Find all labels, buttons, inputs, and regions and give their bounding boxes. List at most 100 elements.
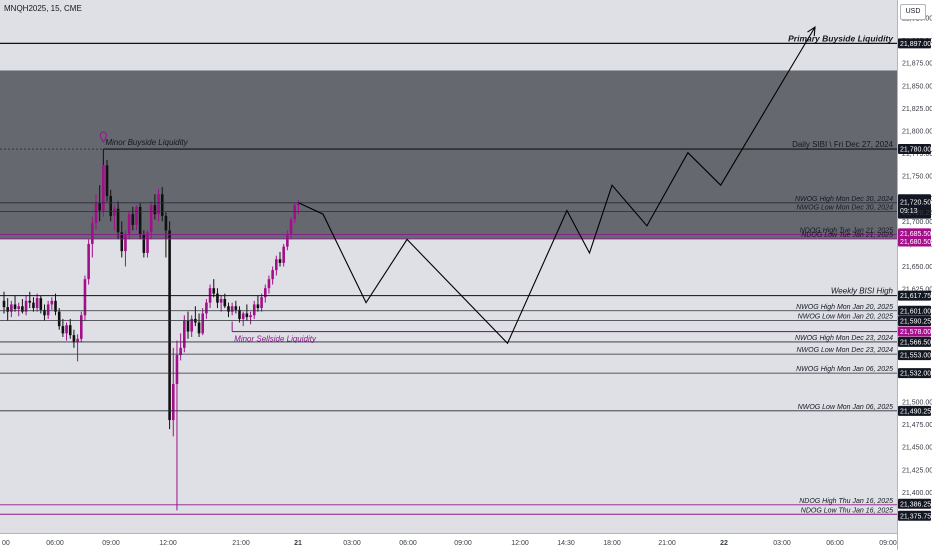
time-tick-label: 21: [294, 540, 302, 547]
price-tag-label: 21,553.00: [900, 353, 931, 360]
level-label: NWOG Low Mon Dec 30, 2024: [797, 205, 894, 212]
price-tag-label: 21,532.00: [900, 371, 931, 378]
candle-body: [267, 279, 271, 289]
time-tick-label: 09:00: [879, 540, 897, 547]
price-tick-label: 21,625.00: [902, 287, 932, 294]
candle-body: [135, 206, 138, 225]
candle-body: [57, 311, 61, 327]
candle-body: [13, 304, 17, 309]
price-tick-label: 21,700.00: [902, 219, 932, 226]
candle-body: [219, 299, 223, 303]
candle-body: [230, 306, 234, 312]
candle-body: [256, 304, 260, 309]
price-tag: [898, 498, 931, 509]
candle-body: [212, 288, 216, 294]
candle-body: [275, 259, 278, 271]
candle-body: [105, 165, 109, 197]
level-label: NWOG Low Mon Jan 06, 2025: [798, 404, 893, 411]
price-tag-label: 21,601.00: [900, 308, 931, 315]
candle-body: [28, 300, 32, 303]
candle-body: [24, 300, 28, 312]
candle-body: [249, 315, 252, 318]
time-tick-label: 00: [2, 540, 10, 547]
level-label: NWOG High Mon Dec 23, 2024: [795, 335, 893, 342]
candle-body: [32, 302, 35, 309]
candle-body: [286, 233, 289, 247]
price-tag: [898, 38, 931, 49]
candle-body: [205, 302, 208, 314]
candle-body: [102, 165, 105, 211]
candle-body: [17, 306, 21, 309]
candle-body: [293, 205, 297, 220]
candle-body: [43, 309, 46, 316]
candle-body: [79, 315, 83, 339]
candle-body: [109, 196, 113, 216]
candle-body: [87, 243, 90, 280]
candle-body: [153, 205, 157, 215]
time-tick-label: 06:00: [399, 540, 417, 547]
currency-button[interactable]: USD: [900, 4, 926, 20]
price-tag: [898, 290, 931, 301]
current-price-value: 21,720.50: [900, 199, 931, 206]
time-tick-label: 09:00: [102, 540, 120, 547]
price-tick-label: 21,775.00: [902, 151, 932, 158]
price-tag-label: 21,386.25: [900, 501, 931, 508]
time-tick-label: 14:30: [557, 540, 575, 547]
candle-body: [142, 234, 146, 253]
candle-body: [157, 194, 160, 215]
candle-body: [39, 298, 43, 310]
candle-body: [46, 304, 50, 316]
price-tag: [898, 510, 931, 521]
price-tag: [898, 305, 931, 316]
candle-body: [260, 297, 263, 309]
level-label: NDOG Low Tue Jan 21, 2025: [801, 232, 893, 239]
candle-body: [241, 313, 245, 319]
price-tag-label: 21,566.50: [900, 339, 931, 346]
candle-body: [72, 335, 76, 343]
level-label: NWOG Low Mon Dec 23, 2024: [797, 347, 894, 354]
price-tag: [898, 236, 931, 247]
candle-body: [149, 205, 153, 233]
price-tick-label: 21,875.00: [902, 61, 932, 68]
price-tick-label: 21,500.00: [902, 400, 932, 407]
price-tag-label: 21,685.50: [900, 231, 931, 238]
candle-body: [186, 320, 190, 332]
time-tick-label: 12:00: [159, 540, 177, 547]
time-tick-label: 18:00: [603, 540, 621, 547]
time-tick-label: 03:00: [773, 540, 791, 547]
candle-body: [197, 322, 201, 334]
candle-body: [223, 299, 227, 307]
price-tick-label: 21,450.00: [902, 445, 932, 452]
candle-body: [227, 306, 230, 312]
candle-body: [124, 234, 127, 252]
price-tick-label: 21,750.00: [902, 174, 932, 181]
candle-body: [91, 223, 94, 244]
candle-body: [297, 203, 300, 206]
candle-body: [216, 293, 219, 303]
candle-body: [179, 347, 182, 356]
level-label: Weekly BISI High: [831, 287, 894, 296]
price-tag: [898, 228, 931, 239]
time-tick-label: 06:00: [826, 540, 844, 547]
candle-body: [61, 326, 65, 334]
level-label: NWOG High Mon Jan 20, 2025: [796, 304, 893, 311]
bar-countdown: 09:13: [900, 208, 918, 215]
price-tick-label: 21,650.00: [902, 264, 932, 271]
candle-body: [6, 307, 9, 312]
price-tick-label: 21,825.00: [902, 106, 932, 113]
daily-sibi-zone: [0, 70, 897, 239]
price-axis-background: [897, 0, 932, 550]
price-tick-label: 21,850.00: [902, 83, 932, 90]
price-tag-label: 21,375.75: [900, 513, 931, 520]
minor-buyside-label: Minor Buyside Liquidity: [105, 138, 188, 147]
candle-body: [183, 320, 186, 348]
candle-body: [282, 246, 285, 263]
candle-body: [65, 325, 68, 334]
price-tag-label: 21,590.25: [900, 318, 931, 325]
location-pin-icon: [99, 131, 107, 143]
candle-body: [238, 309, 241, 319]
candle-body: [138, 206, 142, 235]
daily-sibi-label: Daily SIBI \ Fri Dec 27, 2024: [792, 140, 893, 149]
